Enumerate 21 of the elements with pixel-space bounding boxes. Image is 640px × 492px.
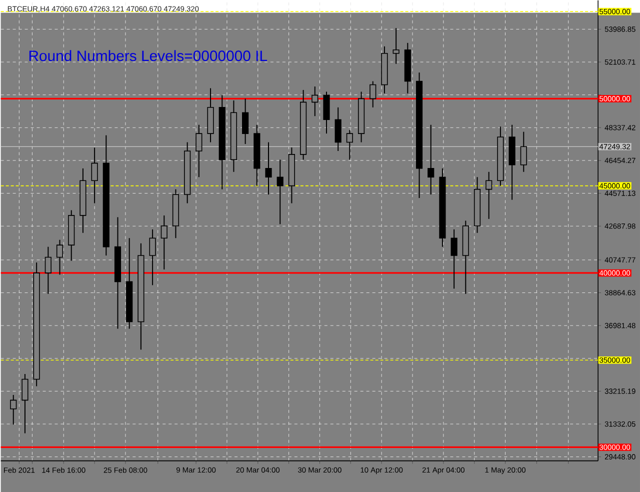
candlestick bbox=[276, 159, 284, 225]
candlestick bbox=[160, 214, 168, 270]
candlestick bbox=[428, 124, 434, 195]
candlestick bbox=[346, 129, 353, 160]
candlestick bbox=[56, 239, 64, 276]
candlestick bbox=[450, 228, 458, 290]
candlestick bbox=[265, 142, 272, 195]
candlestick bbox=[242, 98, 249, 144]
candlestick bbox=[486, 171, 492, 220]
candlestick bbox=[44, 246, 52, 294]
candlestick bbox=[392, 28, 400, 64]
candlestick bbox=[312, 86, 318, 117]
annotation: Round Numbers Levels=0000000 IL bbox=[29, 50, 268, 62]
candlestick bbox=[10, 394, 17, 425]
candlestick bbox=[91, 146, 98, 204]
candlestick bbox=[370, 80, 376, 108]
candlestick bbox=[149, 228, 156, 286]
candlestick bbox=[334, 106, 342, 152]
candlestick bbox=[520, 131, 527, 172]
candlestick bbox=[22, 373, 28, 434]
candlestick bbox=[196, 124, 202, 178]
